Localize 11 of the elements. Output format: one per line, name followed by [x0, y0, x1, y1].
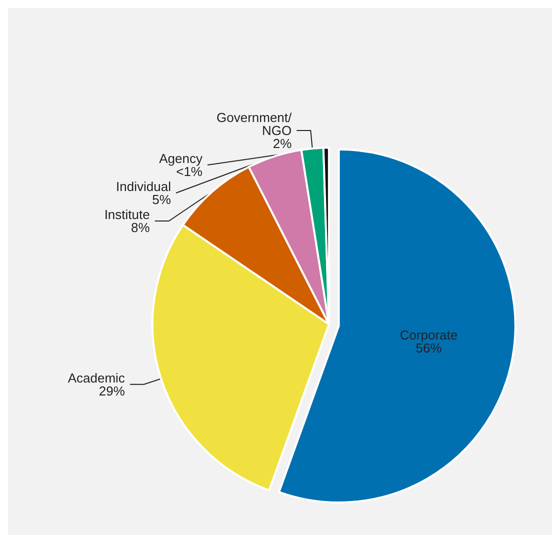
slice-label: Government/ NGO — [216, 110, 292, 138]
data-label: 5% — [152, 192, 172, 208]
slice-label: Academic — [68, 370, 126, 386]
slice-label: Corporate — [400, 328, 458, 343]
slice-label: Individual — [116, 179, 172, 194]
data-label: 56% — [416, 340, 442, 356]
slice-label: Agency — [159, 151, 203, 166]
data-label: 2% — [272, 136, 292, 152]
slice-label: Institute — [104, 207, 150, 222]
data-label: 29% — [98, 383, 126, 398]
data-label: 8% — [131, 220, 150, 236]
